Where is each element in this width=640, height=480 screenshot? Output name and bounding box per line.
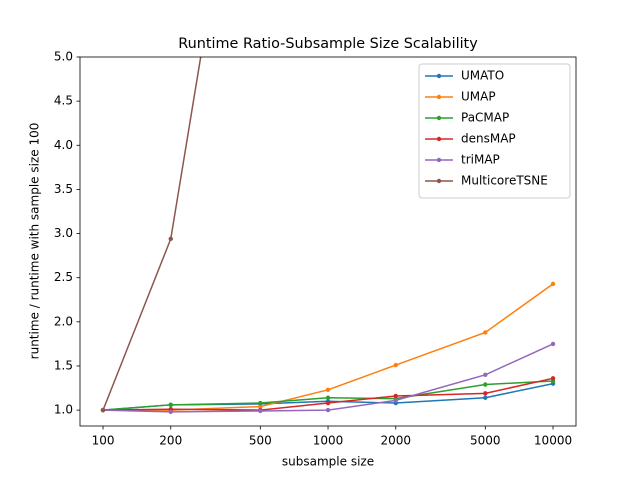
data-point <box>168 236 173 242</box>
legend-marker <box>436 94 442 100</box>
data-point <box>100 407 106 413</box>
x-tick-label: 500 <box>249 434 272 448</box>
y-tick-label: 3.5 <box>54 182 73 196</box>
legend-marker <box>436 136 442 142</box>
data-point <box>483 395 488 400</box>
legend-marker <box>436 178 442 184</box>
x-tick-label: 100 <box>92 434 115 448</box>
data-point <box>258 400 263 406</box>
data-point <box>325 395 331 400</box>
data-point <box>483 372 488 377</box>
data-point <box>550 376 556 381</box>
y-tick-label: 1.5 <box>54 358 73 372</box>
data-point <box>483 330 488 335</box>
legend-marker <box>436 73 442 79</box>
x-tick-label: 10000 <box>534 434 572 448</box>
data-point <box>258 408 263 414</box>
y-tick-label: 1.0 <box>54 403 73 417</box>
legend-label: triMAP <box>461 153 500 167</box>
data-point <box>393 362 398 368</box>
legend-label: UMAP <box>461 90 496 104</box>
data-point <box>550 281 556 287</box>
data-point <box>483 391 488 396</box>
data-point <box>325 407 331 413</box>
x-tick-label: 1000 <box>313 434 344 448</box>
y-tick-label: 4.0 <box>54 138 73 152</box>
legend-label: MulticoreTSNE <box>461 174 548 188</box>
x-tick-label: 2000 <box>380 434 411 448</box>
y-tick-label: 2.0 <box>54 314 73 328</box>
data-point <box>168 409 173 415</box>
y-axis-label: runtime / runtime with sample size 100 <box>28 123 42 360</box>
legend-marker <box>436 157 442 163</box>
y-tick-label: 2.5 <box>54 270 73 284</box>
data-point <box>483 382 488 387</box>
legend-label: UMATO <box>461 69 504 83</box>
y-tick-label: 5.0 <box>54 50 73 64</box>
data-point <box>258 404 263 409</box>
legend: UMATO UMAP PaCMAP densMAP triMAP MulticoreTSN… <box>418 63 571 199</box>
y-tick-label: 3.0 <box>54 226 73 240</box>
data-point <box>393 398 398 403</box>
y-tick-label: 4.5 <box>54 94 73 108</box>
legend-box <box>418 63 571 199</box>
data-point <box>393 393 398 399</box>
x-tick-label: 200 <box>159 434 182 448</box>
chart-title: Runtime Ratio-Subsample Size Scalability <box>178 36 478 52</box>
plot-area <box>100 57 556 415</box>
data-point <box>550 341 556 347</box>
data-point <box>168 402 173 408</box>
legend-marker <box>436 115 442 121</box>
data-point <box>325 387 331 393</box>
legend-label: PaCMAP <box>461 111 509 125</box>
x-tick-label: 5000 <box>470 434 501 448</box>
x-axis-label: subsample size <box>282 455 374 469</box>
data-point <box>325 400 331 406</box>
legend-label: densMAP <box>461 132 516 146</box>
